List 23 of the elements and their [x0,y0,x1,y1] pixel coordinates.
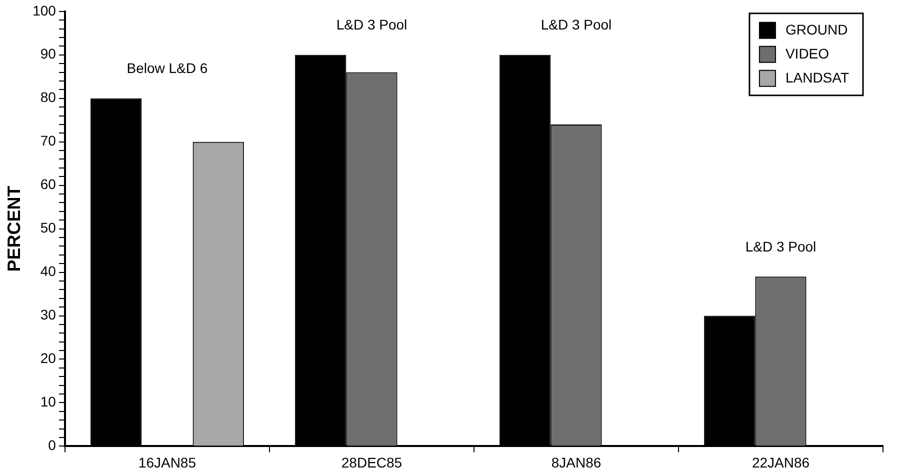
y-tick-label: 80 [40,89,56,106]
legend-label: LANDSAT [785,69,850,86]
legend-label: VIDEO [785,45,830,62]
y-tick-label: 90 [40,46,56,62]
x-tick-label: 22JAN86 [752,454,810,470]
x-tick-label: 16JAN85 [138,454,196,470]
y-tick-label: 70 [40,132,56,149]
annotation: L&D 3 Pool [336,16,408,33]
y-tick-label: 40 [40,263,56,280]
annotation: L&D 3 Pool [745,238,816,254]
y-tick-label: 100 [32,2,56,18]
y-tick-label: 10 [40,394,56,410]
y-tick-label: 60 [40,176,56,192]
y-tick-label: 20 [40,350,56,366]
annotation: L&D 3 Pool [540,16,612,33]
x-tick-label: 8JAN86 [551,454,602,470]
y-tick-label: 30 [40,306,56,323]
y-tick-label: 50 [40,220,56,236]
y-axis-title: PERCENT [4,186,24,272]
legend-label: GROUND [785,21,848,38]
x-tick-label: 28DEC85 [341,454,402,470]
annotation: Below L&D 6 [126,60,208,76]
y-tick-label: 0 [48,437,56,454]
